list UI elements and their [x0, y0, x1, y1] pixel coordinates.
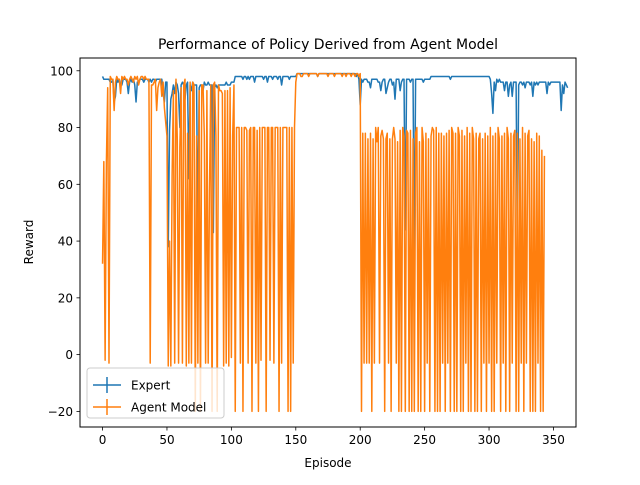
x-tick-label: 300	[478, 433, 501, 447]
x-tick-label: 250	[413, 433, 436, 447]
y-tick-label: 20	[58, 291, 73, 305]
legend: Expert Agent Model	[86, 367, 225, 419]
y-tick-label: 100	[50, 64, 73, 78]
y-tick-label: 40	[58, 235, 73, 249]
y-tick-label: 60	[58, 178, 73, 192]
x-ticks: 0 50 100 150 200 250 300 350	[99, 427, 565, 447]
x-tick-label: 150	[284, 433, 307, 447]
axes-frame	[79, 57, 577, 428]
chart-title: Performance of Policy Derived from Agent…	[158, 37, 498, 53]
series-layer	[101, 72, 569, 413]
x-tick-label: 100	[220, 433, 243, 447]
y-tick-label: 80	[58, 121, 73, 135]
x-tick-label: 50	[159, 433, 174, 447]
y-axis-label: Reward	[22, 220, 36, 265]
series-line-agent-model	[101, 72, 546, 413]
x-axis-label: Episode	[304, 456, 351, 470]
legend-box	[86, 367, 225, 419]
y-tick-label: 0	[65, 348, 73, 362]
y-ticks: −20 0 20 40 60 80 100	[48, 64, 80, 419]
legend-label-expert: Expert	[131, 379, 171, 393]
x-tick-label: 0	[99, 433, 107, 447]
legend-label-agent-model: Agent Model	[131, 401, 206, 415]
x-tick-label: 200	[349, 433, 372, 447]
legend-entries: Expert Agent Model	[93, 377, 206, 415]
y-tick-label: −20	[48, 405, 73, 419]
x-tick-label: 350	[542, 433, 565, 447]
